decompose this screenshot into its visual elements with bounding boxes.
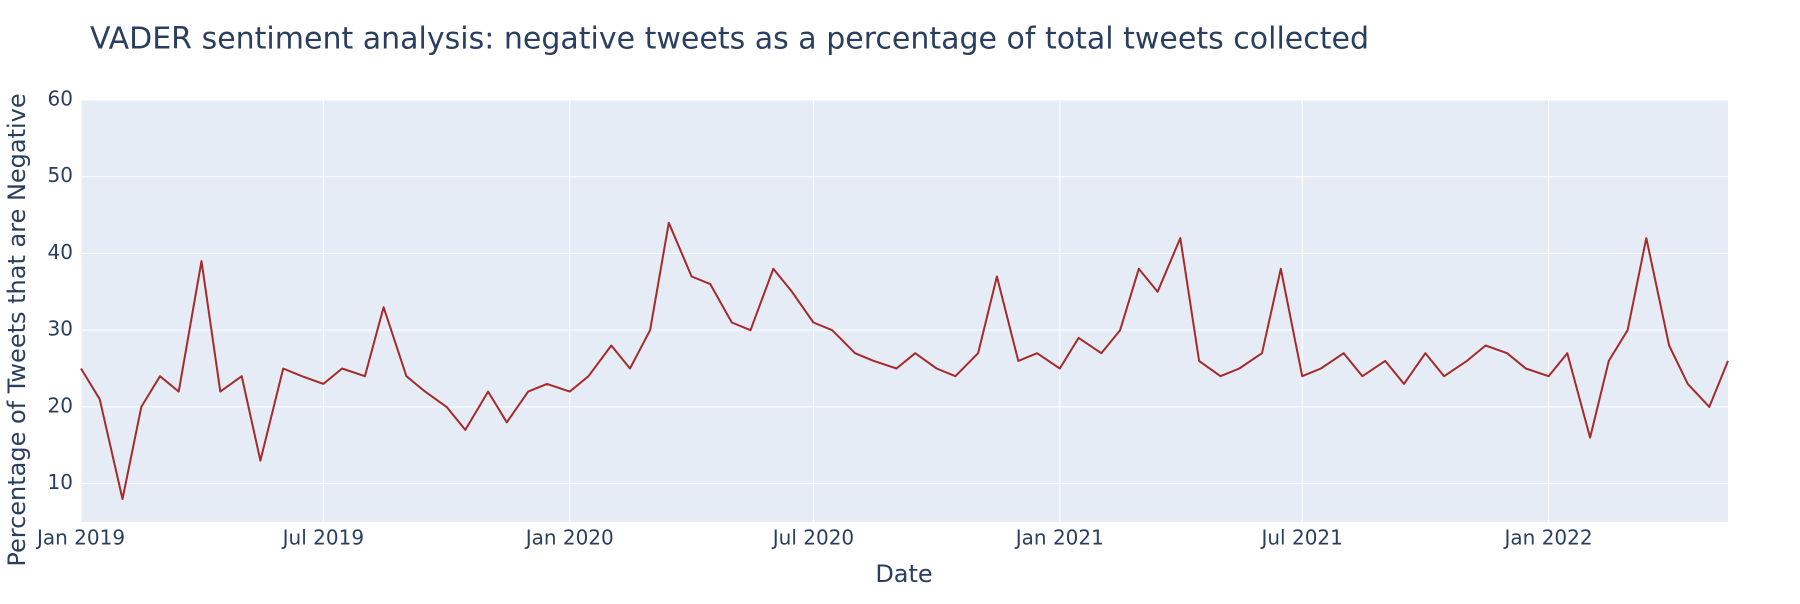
x-tick-label: Jul 2019 <box>281 526 364 550</box>
line <box>80 221 1729 500</box>
y-tick-label: 30 <box>48 317 73 341</box>
plot-area <box>81 100 1728 522</box>
y-tick-label: 10 <box>48 470 73 494</box>
y-tick-label: 20 <box>48 393 73 417</box>
y-tick-label: 40 <box>48 240 73 264</box>
y-tick-label: 50 <box>48 163 73 187</box>
x-tick-label: Jan 2020 <box>524 526 614 550</box>
x-tick-label: Jan 2019 <box>35 526 125 550</box>
x-axis-label: Date <box>875 560 932 588</box>
y-tick-label: 60 <box>48 87 73 111</box>
x-tick-label: Jul 2021 <box>1259 526 1342 550</box>
x-tick-label: Jan 2021 <box>1014 526 1104 550</box>
x-tick-label: Jan 2022 <box>1503 526 1593 550</box>
chart-title: VADER sentiment analysis: negative tweet… <box>90 22 1369 57</box>
x-tick-label: Jul 2020 <box>771 526 854 550</box>
y-axis-label: Percentage of Tweets that are Negative <box>3 93 31 566</box>
